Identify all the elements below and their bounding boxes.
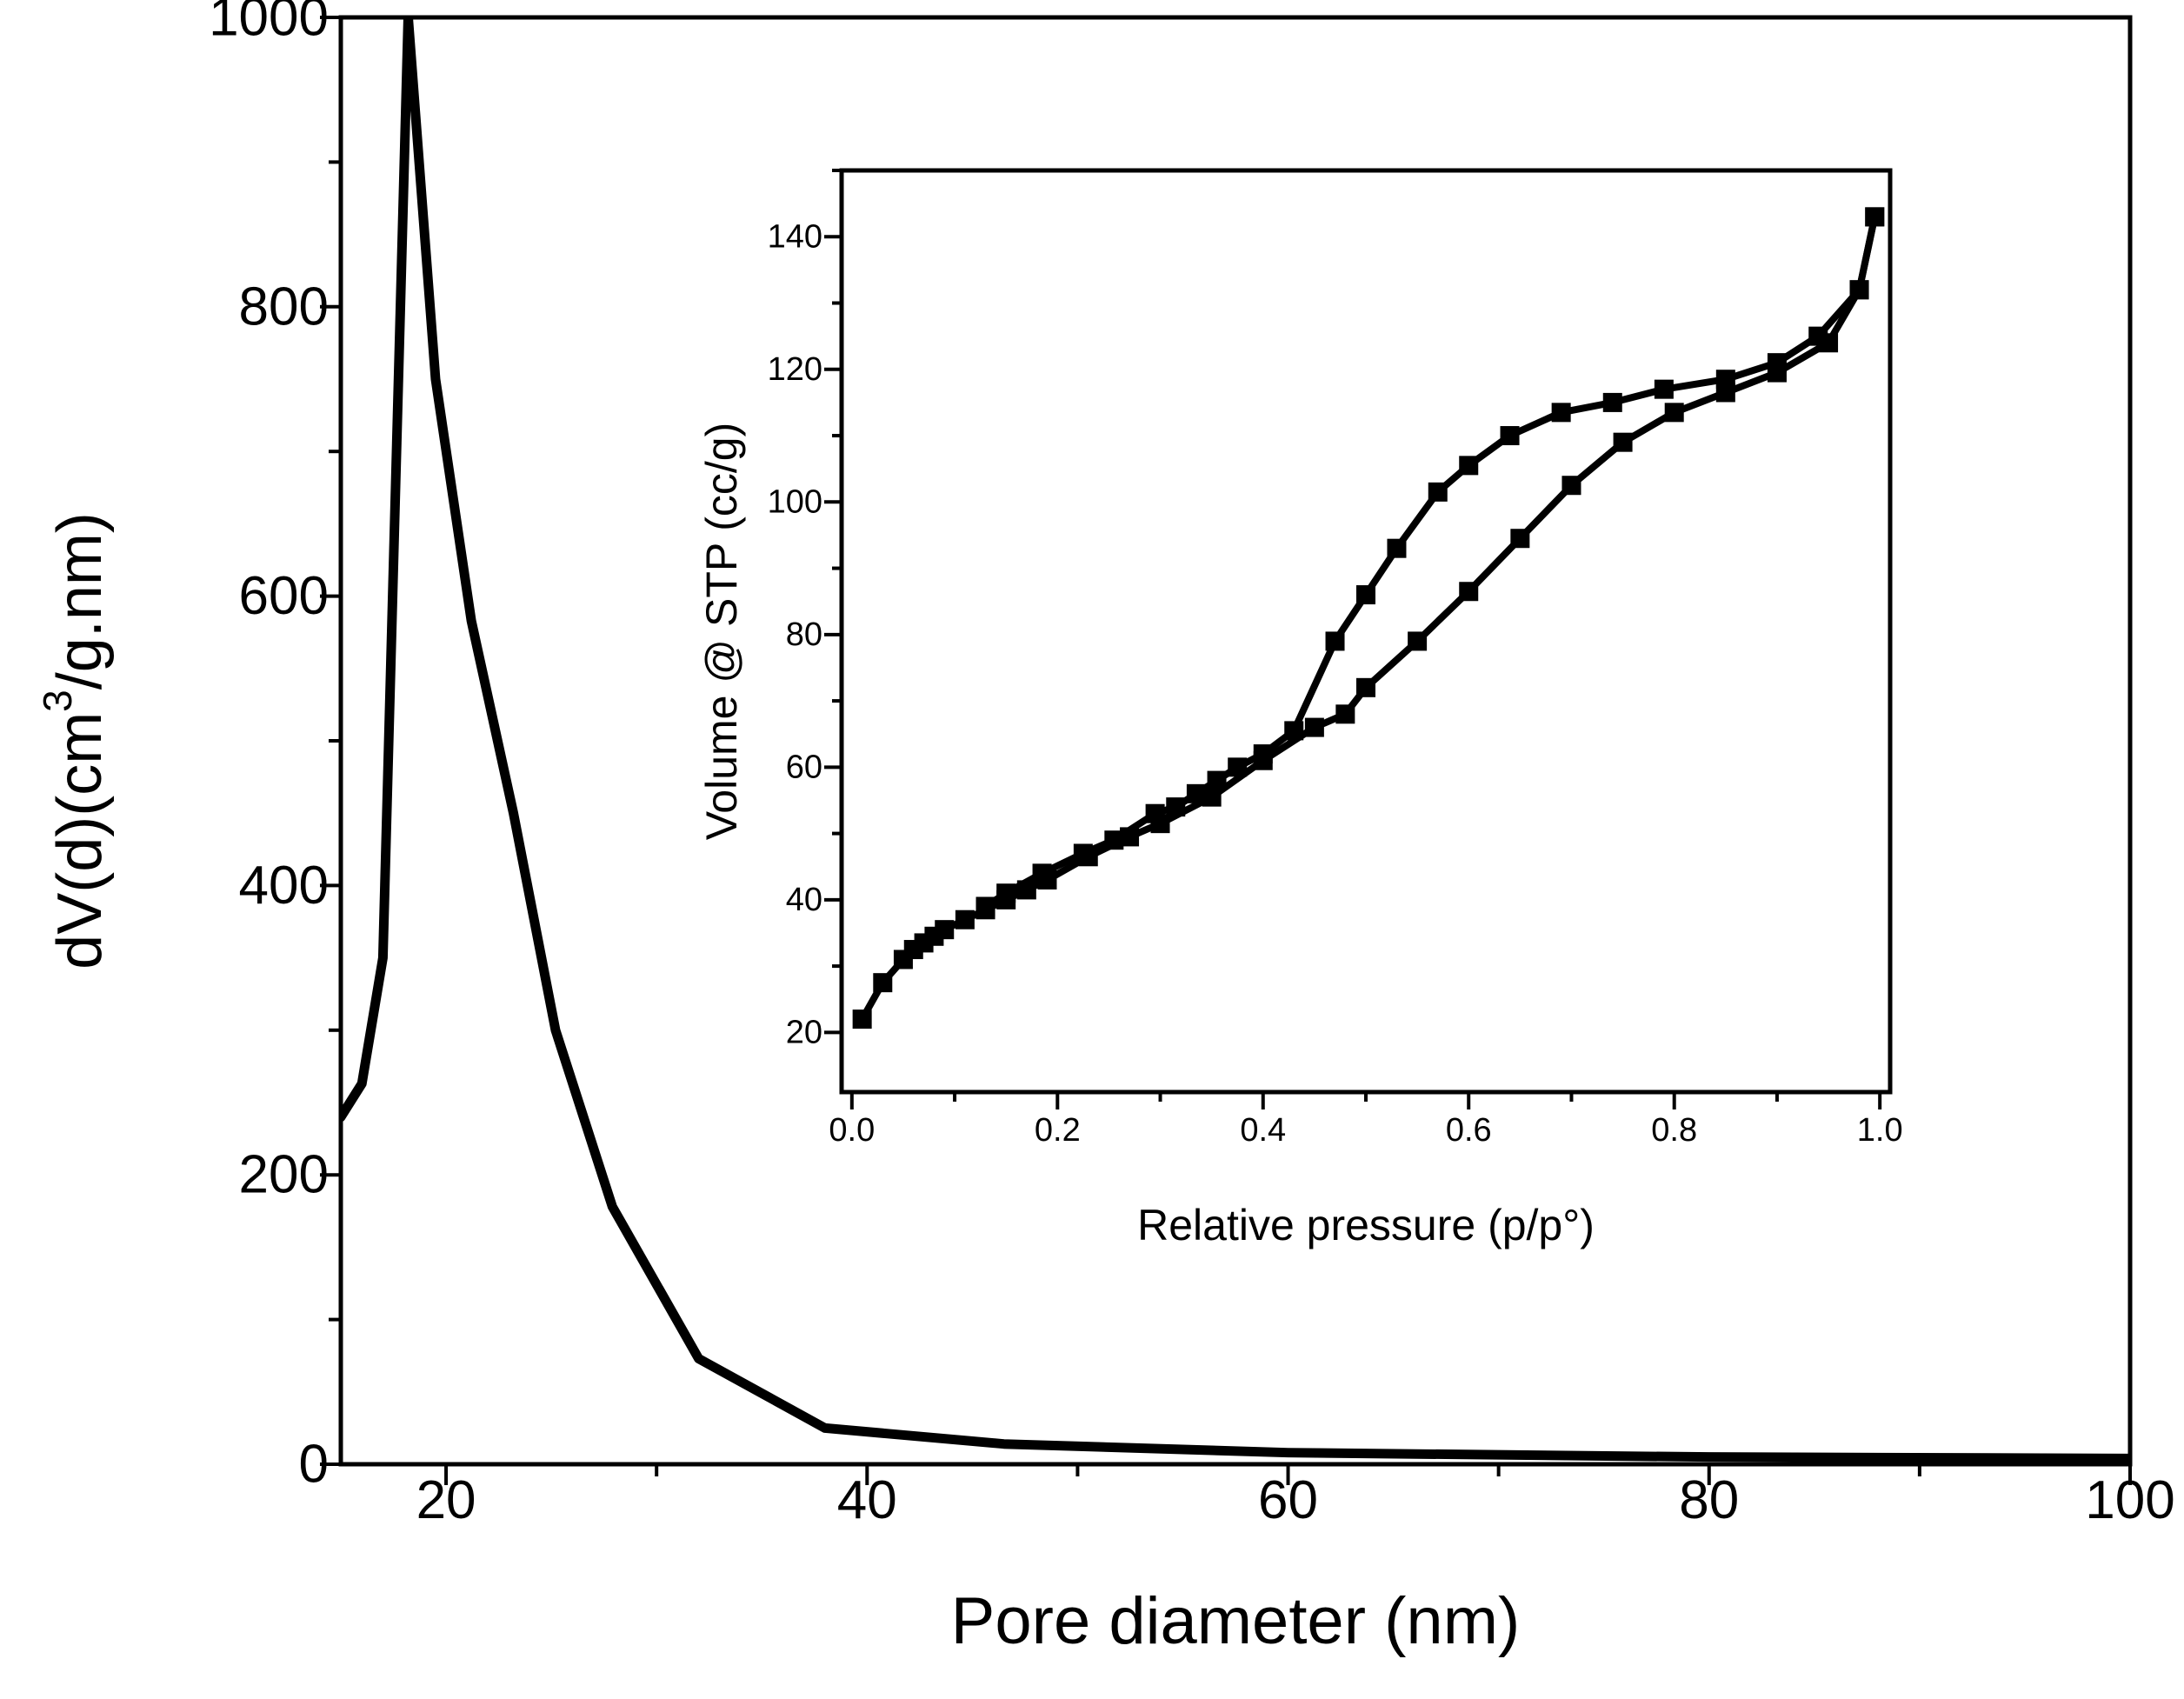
inset-y-tick-label: 20 bbox=[786, 1014, 822, 1050]
inset-x-tick-label: 1.0 bbox=[1857, 1112, 1903, 1149]
inset-point-desorption bbox=[1551, 403, 1571, 423]
inset-point-desorption bbox=[1186, 783, 1206, 803]
inset-x-axis-title: Relative pressure (p/p°) bbox=[1137, 1201, 1595, 1249]
inset-series-layer bbox=[852, 207, 1885, 1029]
inset-plot-background bbox=[842, 170, 1890, 1092]
inset-point-adsorption bbox=[1335, 704, 1355, 724]
inset-point-adsorption bbox=[1561, 476, 1581, 496]
main-y-tick-label: 600 bbox=[239, 566, 329, 626]
inset-y-tick-label: 40 bbox=[786, 882, 822, 918]
inset-x-tick-label: 0.8 bbox=[1651, 1112, 1697, 1149]
main-y-axis-title: dV(d)(cm3/g.nm) bbox=[35, 512, 115, 969]
inset-point-desorption bbox=[1228, 757, 1248, 777]
main-x-axis-title: Pore diameter (nm) bbox=[951, 1584, 1521, 1658]
inset-point-desorption bbox=[1849, 280, 1869, 300]
main-y-tick-label: 1000 bbox=[209, 0, 329, 48]
main-y-axis-title-part2: /g.nm) bbox=[45, 512, 115, 690]
inset-point-desorption bbox=[1166, 797, 1186, 817]
inset-point-desorption bbox=[1865, 207, 1885, 227]
inset-point-desorption bbox=[975, 896, 995, 916]
inset-point-desorption bbox=[1808, 326, 1828, 346]
inset-point-desorption bbox=[1145, 803, 1165, 823]
main-y-tick-label: 0 bbox=[299, 1435, 329, 1495]
inset-x-tick-label: 0.6 bbox=[1446, 1112, 1492, 1149]
inset-point-desorption bbox=[1387, 538, 1407, 558]
inset-point-adsorption bbox=[1202, 787, 1222, 807]
main-series-layer bbox=[341, 17, 2130, 1463]
inset-point-desorption bbox=[1032, 863, 1052, 883]
inset-point-adsorption bbox=[1408, 631, 1428, 651]
inset-point-desorption bbox=[1767, 353, 1787, 373]
inset-plot: 0.0 0.2 0.4 0.6 0.8 1.0 20 40 60 80 100 120 140 Rela… bbox=[697, 168, 1903, 1249]
inset-y-tick-label: 80 bbox=[786, 616, 822, 653]
inset-y-axis-title: Volume @ STP (cc/g) bbox=[697, 423, 746, 841]
inset-point-desorption bbox=[1104, 830, 1124, 850]
main-x-tick-label: 100 bbox=[2085, 1470, 2174, 1530]
inset-point-desorption bbox=[1715, 370, 1735, 390]
main-x-tick-label: 80 bbox=[1679, 1470, 1739, 1530]
main-plot-frame bbox=[338, 15, 2133, 1467]
inset-point-adsorption bbox=[1664, 403, 1684, 423]
inset-point-adsorption bbox=[852, 1009, 872, 1029]
inset-point-adsorption bbox=[1510, 529, 1530, 549]
inset-x-tick-label: 0.2 bbox=[1035, 1112, 1081, 1149]
main-x-tick-label: 20 bbox=[416, 1470, 476, 1530]
inset-y-tick-label: 100 bbox=[768, 483, 822, 520]
inset-x-tick-label: 0.0 bbox=[829, 1112, 875, 1149]
inset-point-adsorption bbox=[935, 920, 955, 940]
inset-point-desorption bbox=[1428, 482, 1448, 502]
main-series-line-pore-size-distribution bbox=[341, 17, 2130, 1463]
inset-x-tick-label: 0.4 bbox=[1240, 1112, 1286, 1149]
inset-point-adsorption bbox=[873, 973, 893, 993]
inset-point-desorption bbox=[1284, 721, 1304, 741]
inset-point-desorption bbox=[1602, 392, 1622, 412]
inset-tick-labels-layer: 0.0 0.2 0.4 0.6 0.8 1.0 20 40 60 80 100 120 140 bbox=[768, 218, 1903, 1149]
main-x-tick-label: 60 bbox=[1258, 1470, 1318, 1530]
main-y-tick-label: 800 bbox=[239, 277, 329, 336]
main-x-tick-label: 40 bbox=[837, 1470, 897, 1530]
inset-point-adsorption bbox=[1356, 677, 1375, 697]
inset-point-desorption bbox=[1500, 426, 1520, 446]
inset-point-desorption bbox=[1253, 744, 1273, 764]
inset-point-desorption bbox=[1073, 843, 1093, 863]
inset-point-desorption bbox=[1654, 379, 1674, 399]
inset-y-tick-label: 120 bbox=[768, 351, 822, 388]
inset-point-desorption bbox=[1325, 631, 1345, 651]
inset-y-tick-label: 60 bbox=[786, 749, 822, 785]
inset-plot-frame bbox=[839, 168, 1893, 1095]
inset-point-adsorption bbox=[955, 909, 975, 929]
main-y-axis-title-part1: dV(d)(cm bbox=[45, 712, 115, 969]
inset-point-adsorption bbox=[1304, 717, 1324, 737]
inset-point-adsorption bbox=[1613, 432, 1633, 452]
inset-point-desorption bbox=[996, 883, 1016, 903]
inset-point-adsorption bbox=[1459, 582, 1479, 602]
inset-point-desorption bbox=[1356, 585, 1375, 605]
main-y-tick-label: 200 bbox=[239, 1145, 329, 1205]
main-y-tick-label: 400 bbox=[239, 856, 329, 916]
main-y-axis-title-superscript: 3 bbox=[35, 690, 80, 712]
inset-point-desorption bbox=[1207, 770, 1227, 790]
inset-y-tick-label: 140 bbox=[768, 218, 822, 255]
inset-point-desorption bbox=[1459, 456, 1479, 476]
